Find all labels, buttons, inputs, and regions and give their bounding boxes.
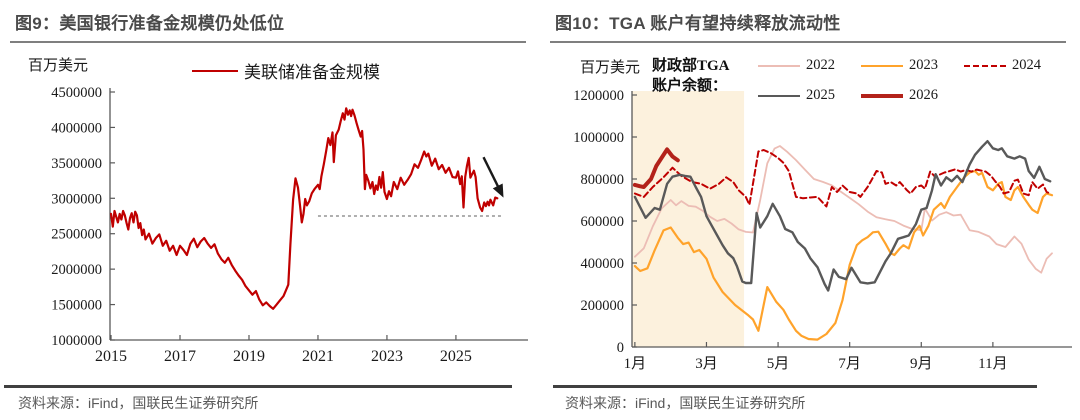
fig9-source: 资料来源：iFind，国联民生证券研究所: [18, 395, 259, 411]
x-tick-label: 3月: [695, 356, 718, 372]
x-tick-label: 5月: [767, 356, 790, 372]
annotation-arrow-head: [492, 183, 504, 198]
x-tick-label: 2025: [440, 348, 472, 365]
y-tick-label: 4500000: [51, 85, 102, 101]
fig10-legend-title-line2: 账户余额：: [652, 78, 728, 95]
y-tick-label: 400000: [581, 256, 625, 272]
legend-item-美联储准备金规模: 美联储准备金规模: [192, 61, 380, 82]
y-tick-label: 1500000: [51, 298, 102, 314]
y-tick-label: 1200000: [573, 88, 624, 104]
y-tick-label: 200000: [581, 298, 625, 314]
fig9-title: 图9：美国银行准备金规模仍处低位: [15, 14, 285, 33]
legend-item-2025: 2025: [758, 86, 861, 105]
fig10-unit-label: 百万美元: [580, 60, 641, 76]
fig10-source: 资料来源：iFind，国联民生证券研究所: [565, 395, 806, 411]
fig9-title-block: 图9：美国银行准备金规模仍处低位: [10, 6, 526, 43]
series-line-美联储准备金规模: [109, 107, 499, 310]
legend-label-2022: 2022: [806, 57, 835, 73]
fig9-footer-rule: [4, 385, 512, 388]
legend-marker-2024: [964, 64, 1006, 67]
y-tick-label: 4000000: [51, 120, 102, 136]
legend-item-2026: 2026: [861, 86, 964, 105]
x-tick-label: 2015: [95, 348, 127, 365]
legend-marker-2025: [758, 94, 800, 97]
y-tick-label: 600000: [581, 214, 625, 230]
x-tick-label: 2017: [164, 348, 196, 365]
panel-fig9: 图9：美国银行准备金规模仍处低位 4500000 4000000 3500000 30…: [4, 6, 528, 411]
fig10-legend-title-line1: 财政部TGA: [652, 58, 730, 74]
fig9-legend: 美联储准备金规模: [192, 61, 380, 82]
series-line-2026: [632, 147, 680, 189]
series-line-2024: [633, 149, 1052, 208]
legend-item-2023: 2023: [861, 56, 964, 75]
fig10-title-block: 图10：TGA 账户有望持续释放流动性: [550, 6, 1066, 43]
legend-item-2022: 2022: [758, 56, 861, 75]
y-tick-label: 1000000: [573, 130, 624, 146]
legend-label-2024: 2024: [1012, 57, 1041, 73]
y-tick-label: 2000000: [51, 262, 102, 278]
legend-marker-2023: [861, 64, 903, 67]
legend-marker-2026: [861, 93, 903, 98]
y-tick-label: 1000000: [51, 333, 102, 349]
fig10-legend-title: 财政部TGA 账户余额：: [652, 56, 754, 97]
fig10-footer-rule: [553, 385, 1037, 388]
annotation-arrow-shaft: [482, 156, 502, 192]
y-tick-label: 3500000: [51, 156, 102, 172]
fig10-chart: 1200000100000080000060000040000020000001…: [573, 88, 1072, 372]
y-tick-label: 0: [617, 340, 624, 356]
highlight-band: [632, 91, 745, 347]
series-line-2025: [633, 140, 1052, 292]
y-tick-label: 2500000: [51, 227, 102, 243]
y-tick-label: 800000: [581, 172, 625, 188]
fig10-legend: 财政部TGA 账户余额： 2022 2023 2024 2025 2026: [652, 56, 1067, 105]
panel-fig10: 图10：TGA 账户有望持续释放流动性 1200000 1000000 800000…: [540, 0, 1080, 420]
legend-marker-2022: [758, 64, 800, 67]
x-tick-label: 1月: [624, 356, 647, 372]
fig10-legend-items: 2022 2023 2024 2025 2026: [758, 56, 1067, 105]
legend-marker-美联储准备金规模: [192, 69, 238, 72]
legend-item-2024: 2024: [964, 56, 1067, 75]
y-tick-label: 3000000: [51, 191, 102, 207]
fig10-title: 图10：TGA 账户有望持续释放流动性: [555, 14, 841, 33]
fig9-chart: 4500000 4000000 3500000 3000000 2500000 20000…: [51, 85, 528, 365]
legend-label-2026: 2026: [909, 87, 938, 103]
legend-label-2025: 2025: [806, 87, 835, 103]
fig9-unit-label: 百万美元: [28, 58, 89, 74]
legend-label-美联储准备金规模: 美联储准备金规模: [244, 63, 380, 82]
x-tick-label: 2023: [371, 348, 403, 365]
x-tick-label: 7月: [838, 356, 861, 372]
legend-label-2023: 2023: [909, 57, 938, 73]
x-tick-label: 2019: [233, 348, 265, 365]
x-tick-label: 2021: [302, 348, 334, 365]
series-line-2023: [633, 169, 1054, 341]
x-tick-label: 9月: [910, 356, 933, 372]
series-line-2022: [634, 145, 1053, 274]
x-tick-label: 11月: [978, 356, 1007, 372]
